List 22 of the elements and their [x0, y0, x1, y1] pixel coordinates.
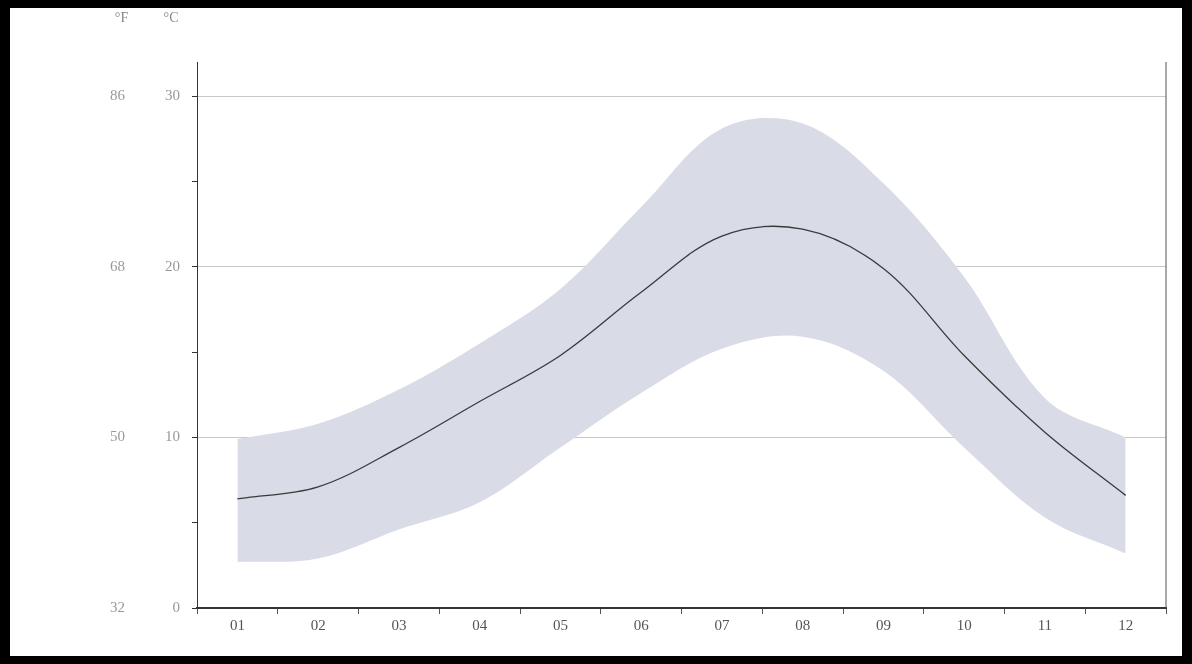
x-tick-label: 09 [875, 616, 891, 633]
y2-tick-label: 50 [110, 428, 125, 445]
x-tick-label: 04 [472, 616, 488, 633]
y-tick-label: 20 [165, 257, 180, 274]
x-tick-label: 08 [795, 616, 811, 633]
x-tick-label: 01 [229, 616, 245, 633]
x-tick-label: 10 [956, 616, 972, 633]
x-tick-label: 06 [633, 616, 650, 633]
x-tick-label: 12 [1118, 616, 1134, 633]
x-tick-label: 03 [391, 616, 407, 633]
y-axis-title: °C [163, 10, 179, 25]
x-tick-label: 02 [310, 616, 326, 633]
y2-tick-label: 32 [110, 598, 125, 615]
y2-tick-label: 68 [110, 257, 125, 274]
x-tick-label: 05 [552, 616, 568, 633]
y-tick-label: 10 [165, 428, 180, 445]
y-tick-label: 30 [165, 87, 180, 104]
x-tick-label: 11 [1037, 616, 1053, 633]
y-tick-label: 0 [172, 598, 180, 615]
y2-axis-title: °F [114, 10, 129, 25]
x-tick-label: 07 [714, 616, 730, 633]
y2-tick-label: 86 [110, 87, 126, 104]
